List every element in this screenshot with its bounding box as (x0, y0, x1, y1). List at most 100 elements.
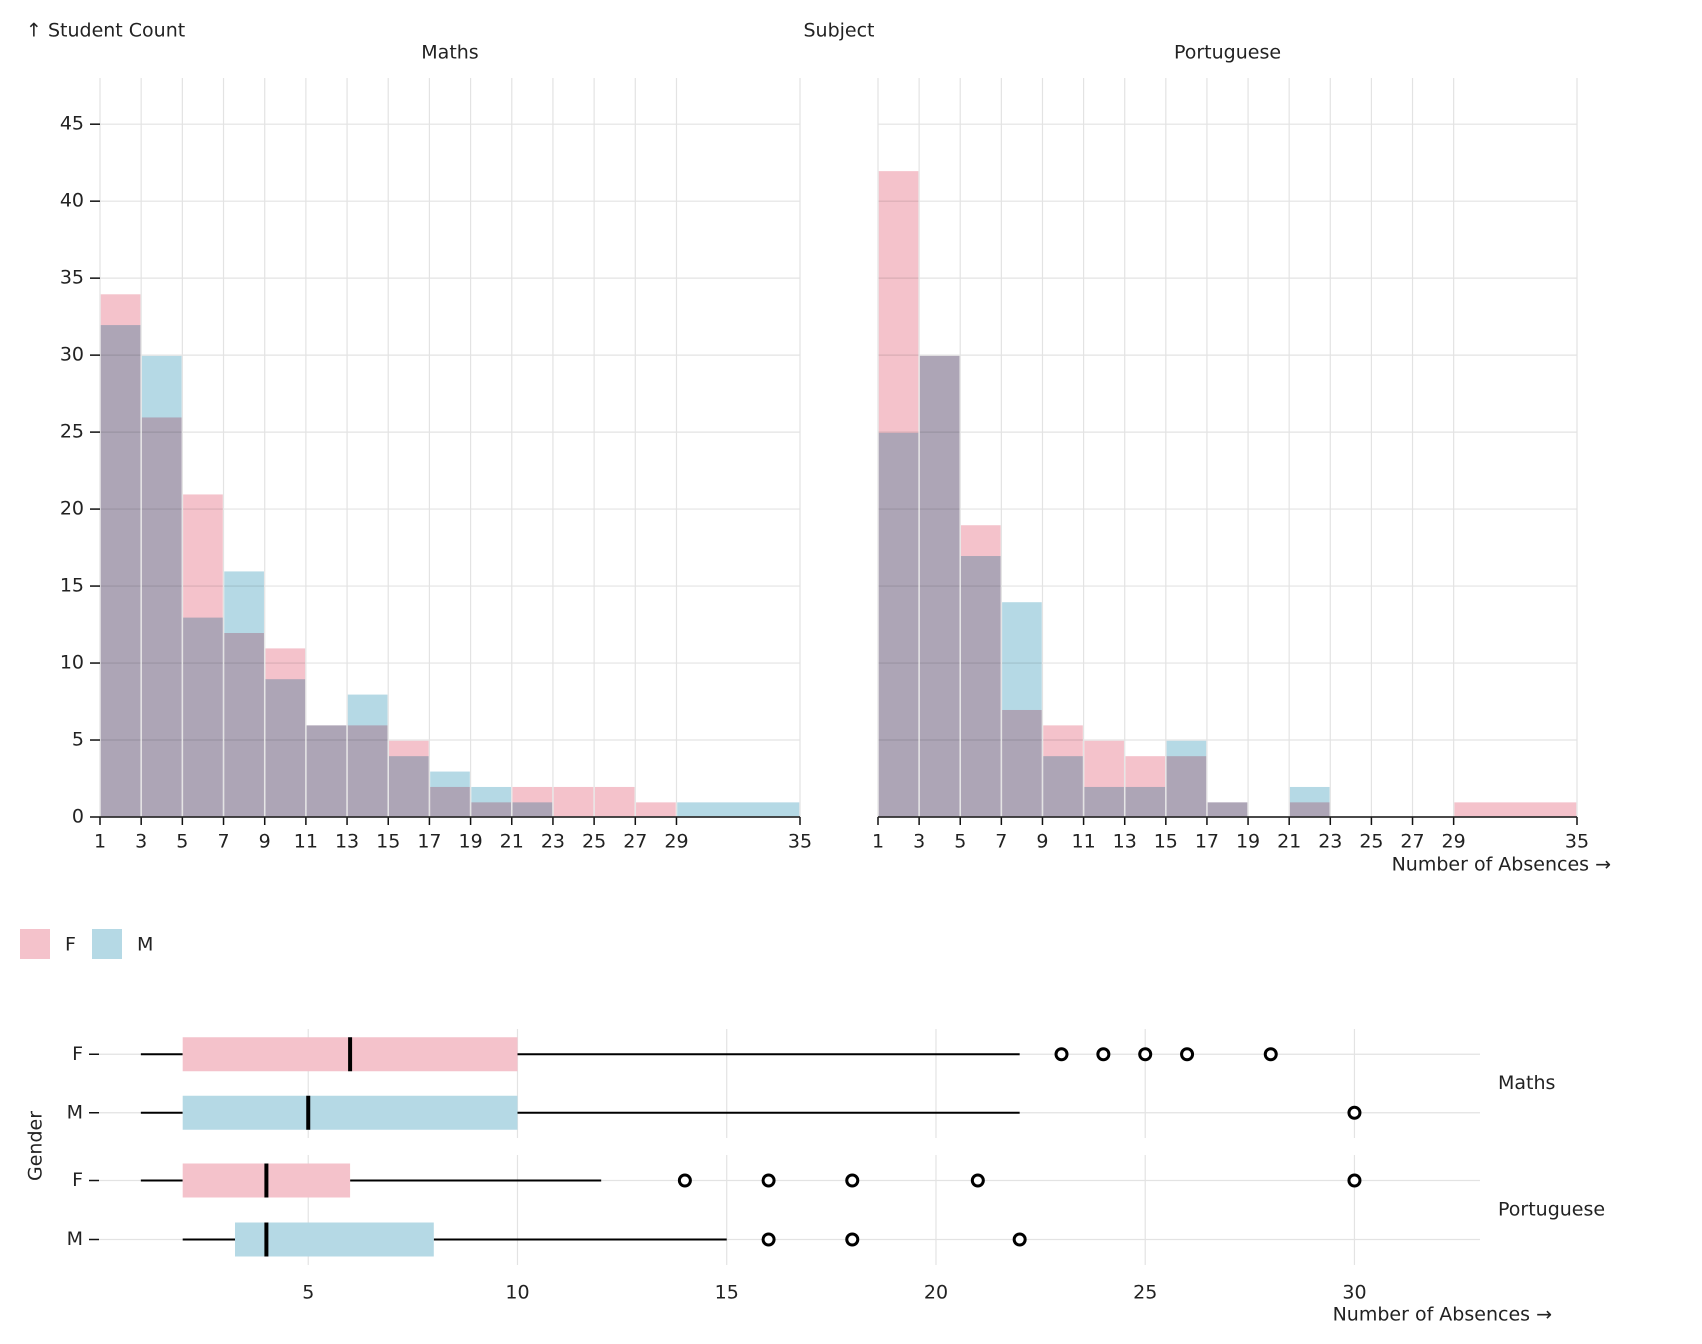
bar (387, 754, 431, 818)
bar (634, 800, 678, 818)
bar (511, 800, 554, 818)
outlier (761, 1173, 776, 1188)
x-tick-label: 10 (505, 1282, 529, 1304)
x-tick-label: 13 (335, 831, 359, 853)
x-tick-label: 25 (582, 831, 606, 853)
facet-label: Portuguese (1498, 1199, 1605, 1221)
outlier (1263, 1047, 1278, 1062)
y-tick-label: 40 (60, 190, 84, 212)
y-tick-label: 25 (60, 421, 84, 443)
bar (1206, 800, 1249, 818)
bar (346, 693, 389, 818)
outlier (761, 1232, 776, 1247)
bar (469, 785, 513, 818)
y-tick-label: 30 (60, 344, 84, 366)
bar (1165, 739, 1208, 818)
y-tick-label: M (67, 1101, 83, 1123)
x-axis-label: Number of Absences → (1333, 1304, 1552, 1326)
x-tick-label: 1 (872, 831, 884, 853)
x-tick-label: 23 (1318, 831, 1342, 853)
y-tick-label: 35 (60, 267, 84, 289)
facet-title: Subject (803, 20, 874, 42)
bar (552, 785, 595, 818)
x-tick-label: 21 (500, 831, 524, 853)
x-tick-label: 30 (1342, 1282, 1366, 1304)
bar (918, 354, 961, 818)
box (182, 1095, 518, 1130)
bar (181, 616, 225, 818)
x-tick-label: 11 (294, 831, 318, 853)
x-tick-label: 25 (1133, 1282, 1157, 1304)
facet-label: Maths (1498, 1072, 1555, 1094)
y-tick-label: 10 (60, 652, 84, 674)
y-tick-label: 15 (60, 575, 84, 597)
y-tick-label: F (72, 1043, 83, 1065)
x-tick-label: 19 (1236, 831, 1260, 853)
x-tick-label: 7 (217, 831, 229, 853)
legend-swatch (20, 929, 50, 959)
outlier (1012, 1232, 1027, 1247)
bar (222, 569, 266, 818)
x-tick-label: 3 (135, 831, 147, 853)
outlier (1096, 1047, 1111, 1062)
x-tick-label: 27 (1400, 831, 1424, 853)
x-tick-label: 17 (1195, 831, 1219, 853)
x-tick-label: 35 (788, 831, 812, 853)
x-tick-label: 15 (715, 1282, 739, 1304)
y-tick-label: M (67, 1228, 83, 1250)
x-axis-label: Number of Absences → (1392, 854, 1611, 876)
x-tick-label: 29 (1442, 831, 1466, 853)
x-tick-label: 3 (913, 831, 925, 853)
outlier (1180, 1047, 1195, 1062)
y-tick-label: 5 (72, 729, 84, 751)
bar (959, 554, 1003, 818)
bar (1000, 600, 1044, 818)
bar (305, 723, 348, 818)
outlier (1138, 1047, 1153, 1062)
bar (140, 354, 184, 818)
y-tick-label: 0 (72, 806, 84, 828)
x-tick-label: 23 (541, 831, 565, 853)
legend-label: M (137, 934, 153, 956)
legend-label: F (65, 934, 76, 956)
x-tick-label: 5 (302, 1282, 314, 1304)
bar (263, 677, 307, 818)
bar (99, 323, 142, 818)
x-tick-label: 20 (924, 1282, 948, 1304)
bar (1288, 785, 1332, 818)
bar (428, 770, 472, 818)
x-tick-label: 9 (259, 831, 271, 853)
outlier (845, 1173, 860, 1188)
outlier (677, 1173, 692, 1188)
x-tick-label: 5 (176, 831, 188, 853)
bar (593, 785, 637, 818)
x-tick-label: 1 (94, 831, 106, 853)
bar (1041, 754, 1085, 818)
y-axis-label: ↑ Student Count (26, 20, 185, 42)
facet-label: Maths (421, 42, 478, 64)
legend-swatch (92, 929, 122, 959)
x-tick-label: 21 (1277, 831, 1301, 853)
y-tick-label: F (72, 1169, 83, 1191)
outlier (1347, 1173, 1362, 1188)
x-tick-label: 25 (1359, 831, 1383, 853)
bar (1452, 800, 1578, 818)
outlier (1347, 1105, 1362, 1120)
bar (1123, 785, 1167, 818)
x-tick-label: 35 (1565, 831, 1589, 853)
x-tick-label: 7 (995, 831, 1007, 853)
x-tick-label: 29 (664, 831, 688, 853)
x-tick-label: 15 (376, 831, 400, 853)
outlier (970, 1173, 985, 1188)
outlier (1054, 1047, 1069, 1062)
bar (1082, 785, 1126, 818)
x-tick-label: 17 (417, 831, 441, 853)
x-tick-label: 15 (1154, 831, 1178, 853)
x-tick-label: 19 (458, 831, 482, 853)
outlier (845, 1232, 860, 1247)
facet-label: Portuguese (1174, 42, 1281, 64)
x-tick-label: 5 (954, 831, 966, 853)
x-tick-label: 11 (1071, 831, 1095, 853)
